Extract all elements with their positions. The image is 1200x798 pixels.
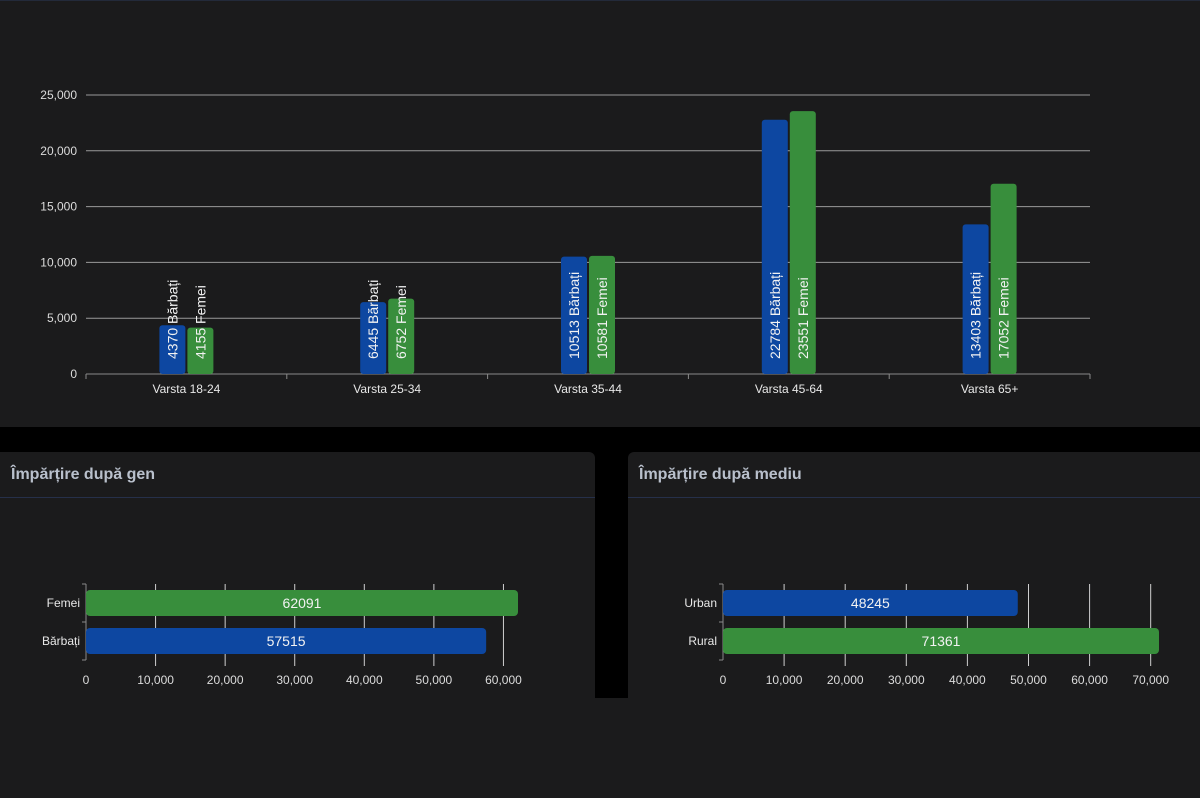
bar-data-label: 4370 Bărbați xyxy=(164,280,180,359)
bar-data-label: 62091 xyxy=(283,595,322,611)
bar-data-label: 6752 Femei xyxy=(393,285,409,359)
y-category-label: Femei xyxy=(47,596,80,610)
bar-data-label: 22784 Bărbați xyxy=(767,272,783,359)
environment-card: Împărțire după mediu 0 10,000 20,000 30,000… xyxy=(628,452,1200,798)
bar-data-label: 6445 Bărbați xyxy=(365,280,381,359)
bar xyxy=(723,628,1159,654)
x-category-label: Varsta 45-64 xyxy=(755,382,823,396)
x-tick-label: 0 xyxy=(720,673,727,687)
bar-data-label: 57515 xyxy=(267,633,306,649)
y-tick-label: 20,000 xyxy=(40,144,77,158)
y-category-label: Urban xyxy=(684,596,717,610)
bar-data-label: 10513 Bărbați xyxy=(566,272,582,359)
x-category-label: Varsta 35-44 xyxy=(554,382,622,396)
y-tick-label: 5,000 xyxy=(47,311,77,325)
divider xyxy=(628,497,1200,498)
gender-chart: 0 10,000 20,000 30,000 40,000 50,000 60,000 Fem… xyxy=(42,583,522,687)
x-tick-label: 40,000 xyxy=(949,673,986,687)
bar-data-label: 71361 xyxy=(922,633,961,649)
gender-card-title: Împărțire după gen xyxy=(11,466,156,483)
bar-women xyxy=(789,111,816,374)
y-category-label: Bărbați xyxy=(42,634,80,648)
x-tick-label: 40,000 xyxy=(346,673,383,687)
x-tick-label: 0 xyxy=(83,673,90,687)
x-tick-label: 10,000 xyxy=(137,673,174,687)
bar-men xyxy=(360,302,387,374)
x-tick-label: 20,000 xyxy=(207,673,244,687)
bar-men xyxy=(159,325,186,374)
x-tick-label: 20,000 xyxy=(827,673,864,687)
bar-women xyxy=(388,298,415,374)
age-chart: 0 5,000 10,000 15,000 20,000 25,000 Varsta 18-… xyxy=(40,88,1091,396)
environment-card-title: Împărțire după mediu xyxy=(639,466,802,483)
x-tick-label: 30,000 xyxy=(888,673,925,687)
bar-data-label: 23551 Femei xyxy=(795,277,811,359)
x-category-label: Varsta 65+ xyxy=(961,382,1018,396)
x-category-label: Varsta 18-24 xyxy=(152,382,220,396)
y-tick-label: 25,000 xyxy=(40,88,77,102)
x-category-label: Varsta 25-34 xyxy=(353,382,421,396)
y-tick-label: 15,000 xyxy=(40,200,77,214)
divider xyxy=(0,497,595,498)
y-category-label: Rural xyxy=(688,634,717,648)
bar-women xyxy=(990,183,1017,374)
bar-data-label: 48245 xyxy=(851,595,890,611)
bar-men xyxy=(561,256,587,374)
x-tick-label: 50,000 xyxy=(1010,673,1047,687)
x-tick-label: 60,000 xyxy=(1071,673,1108,687)
bar-data-label: 10581 Femei xyxy=(594,277,610,359)
bar-data-label: 17052 Femei xyxy=(996,277,1012,359)
y-tick-label: 0 xyxy=(70,367,77,381)
age-chart-panel: 0 5,000 10,000 15,000 20,000 25,000 Varsta 18-… xyxy=(0,0,1200,427)
x-tick-label: 50,000 xyxy=(416,673,453,687)
environment-chart: 0 10,000 20,000 30,000 40,000 50,000 60,000 70,… xyxy=(684,583,1169,687)
y-tick-label: 10,000 xyxy=(40,255,77,269)
bar-men xyxy=(761,119,788,374)
bar xyxy=(86,590,518,616)
bar xyxy=(86,628,487,654)
x-tick-label: 60,000 xyxy=(485,673,522,687)
bar-women xyxy=(187,327,214,374)
bar-data-label: 4155 Femei xyxy=(192,285,208,359)
x-tick-label: 30,000 xyxy=(276,673,313,687)
gender-card: Împărțire după gen 0 10,000 20,000 30,000 40… xyxy=(0,452,595,798)
bar-data-label: 13403 Bărbați xyxy=(968,272,984,359)
x-tick-label: 10,000 xyxy=(766,673,803,687)
x-tick-label: 70,000 xyxy=(1132,673,1169,687)
bar-men xyxy=(962,224,989,374)
bar xyxy=(723,590,1018,616)
bar-women xyxy=(589,255,615,374)
